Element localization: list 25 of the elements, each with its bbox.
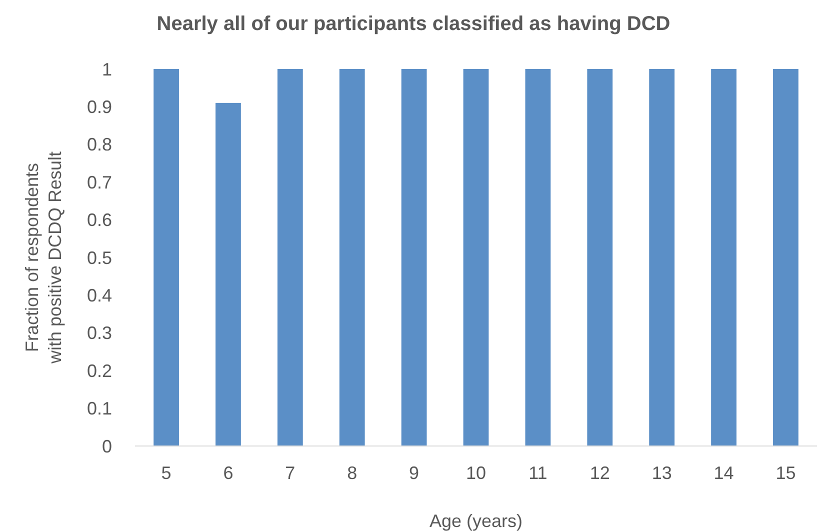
y-tick-label: 0.6 [86, 210, 112, 230]
y-tick-label: 0.8 [86, 134, 112, 155]
y-tick-label: 0.4 [86, 286, 112, 306]
y-tick-label: 0.5 [86, 248, 112, 268]
y-tick-label: 0.7 [86, 172, 112, 192]
chart-title: Nearly all of our participants classified as having DCD [156, 13, 670, 35]
y-tick-label: 0 [102, 436, 112, 456]
x-axis-title: Age (years) [429, 511, 523, 531]
x-tick-label: 14 [714, 463, 734, 483]
x-tick-label: 9 [409, 463, 420, 483]
x-tick-label: 15 [776, 463, 796, 483]
x-tick-label: 11 [528, 463, 548, 483]
y-tick-label: 0.2 [86, 360, 112, 381]
x-tick-label: 13 [652, 463, 672, 483]
y-axis-title: Fraction of respondents with positive DCDQ Result [22, 151, 65, 365]
x-tick-label: 7 [285, 463, 296, 483]
y-tick-label: 0.1 [86, 398, 112, 419]
x-tick-label: 10 [466, 463, 486, 483]
y-tick-label: 0.9 [86, 97, 112, 117]
y-tick-label: 1 [102, 59, 112, 80]
y-tick-label: 0.3 [86, 323, 112, 344]
x-tick-label: 6 [223, 463, 234, 483]
x-tick-label: 12 [590, 463, 610, 483]
x-tick-label: 5 [161, 463, 172, 483]
x-tick-label: 8 [347, 463, 358, 483]
